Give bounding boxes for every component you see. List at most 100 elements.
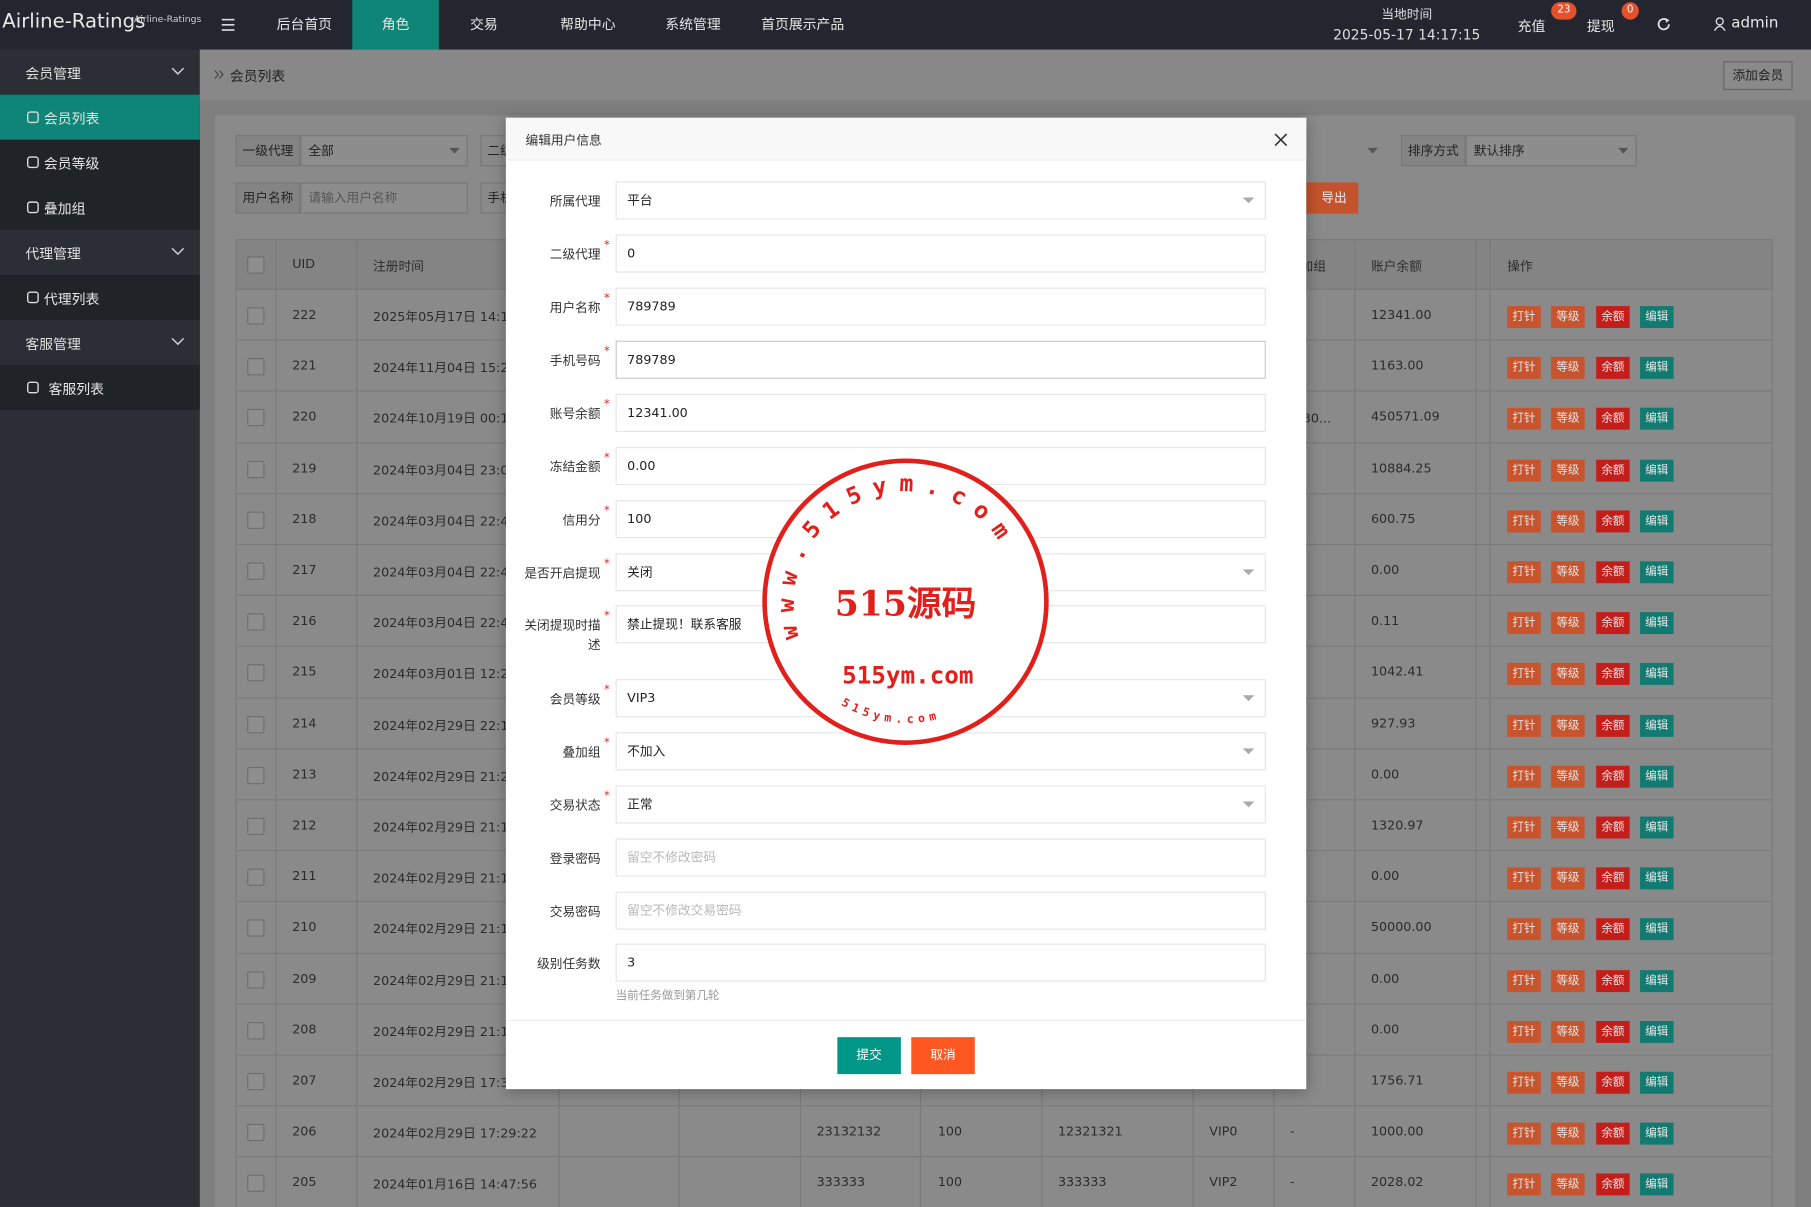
sidebar-item[interactable] bbox=[0, 274, 200, 320]
checkbox[interactable] bbox=[247, 817, 265, 836]
action-button[interactable]: 编辑 bbox=[1640, 459, 1674, 482]
nav-item[interactable]: 后台首页 bbox=[256, 0, 352, 50]
action-button[interactable]: 余额 bbox=[1596, 612, 1630, 635]
checkbox[interactable] bbox=[247, 1021, 265, 1040]
action-button[interactable]: 编辑 bbox=[1640, 867, 1674, 890]
action-button[interactable]: 等级 bbox=[1551, 612, 1585, 635]
field-input[interactable]: 0 bbox=[615, 234, 1266, 273]
checkbox[interactable] bbox=[247, 358, 265, 376]
action-button[interactable]: 余额 bbox=[1596, 765, 1630, 788]
sidebar-item-label[interactable]: 会员列表 bbox=[43, 110, 100, 128]
checkbox[interactable] bbox=[247, 256, 265, 274]
sidebar-group-title[interactable]: 代理管理 bbox=[25, 246, 81, 263]
action-button[interactable]: 余额 bbox=[1596, 867, 1630, 890]
action-button[interactable]: 等级 bbox=[1551, 714, 1585, 737]
filter-control[interactable]: 请输入用户名称 bbox=[300, 182, 468, 214]
sidebar-group[interactable] bbox=[0, 229, 200, 275]
action-button[interactable]: 打针 bbox=[1507, 918, 1541, 941]
action-button[interactable]: 打针 bbox=[1507, 459, 1541, 482]
sidebar-group-title[interactable]: 客服管理 bbox=[25, 336, 81, 353]
sidebar-item-label[interactable]: 会员等级 bbox=[43, 155, 100, 173]
action-button[interactable]: 编辑 bbox=[1640, 969, 1674, 992]
recharge[interactable]: 充值 bbox=[1517, 18, 1546, 35]
action-button[interactable]: 打针 bbox=[1507, 765, 1541, 788]
sidebar-group[interactable] bbox=[0, 319, 200, 365]
action-button[interactable]: 余额 bbox=[1596, 1173, 1630, 1196]
action-button[interactable]: 编辑 bbox=[1640, 1071, 1674, 1094]
action-button[interactable]: 等级 bbox=[1551, 765, 1585, 788]
checkbox[interactable] bbox=[247, 970, 265, 989]
withdraw[interactable]: 提现 bbox=[1586, 18, 1615, 35]
checkbox[interactable] bbox=[247, 766, 265, 784]
action-button[interactable]: 打针 bbox=[1507, 612, 1541, 635]
action-button[interactable]: 编辑 bbox=[1640, 918, 1674, 941]
sidebar-item-label[interactable]: 叠加组 bbox=[43, 200, 86, 218]
sidebar-item[interactable] bbox=[0, 364, 200, 411]
action-button[interactable]: 等级 bbox=[1551, 510, 1585, 533]
action-button[interactable]: 打针 bbox=[1507, 1122, 1541, 1145]
sidebar-group-title[interactable]: 会员管理 bbox=[25, 65, 81, 83]
checkbox[interactable] bbox=[247, 715, 265, 733]
action-button[interactable]: 等级 bbox=[1551, 1071, 1585, 1094]
checkbox[interactable] bbox=[247, 664, 265, 682]
action-button[interactable]: 打针 bbox=[1507, 714, 1541, 737]
action-button[interactable]: 编辑 bbox=[1640, 816, 1674, 839]
nav-item[interactable]: 首页展示产品 bbox=[739, 0, 866, 50]
action-button[interactable]: 编辑 bbox=[1640, 714, 1674, 737]
action-button[interactable]: 编辑 bbox=[1640, 765, 1674, 788]
action-button[interactable]: 编辑 bbox=[1640, 561, 1674, 584]
add-button[interactable]: 添加会员 bbox=[1723, 61, 1793, 91]
field-input[interactable]: 留空不修改密码 bbox=[615, 838, 1266, 877]
field-input[interactable]: 留空不修改交易密码 bbox=[615, 891, 1266, 930]
action-button[interactable]: 打针 bbox=[1507, 1173, 1541, 1196]
field-select[interactable]: 平台 bbox=[615, 181, 1266, 220]
action-button[interactable]: 等级 bbox=[1551, 306, 1585, 329]
action-button[interactable]: 等级 bbox=[1551, 663, 1585, 686]
sidebar-item-label[interactable]: 代理列表 bbox=[43, 291, 100, 308]
action-button[interactable]: 等级 bbox=[1551, 408, 1585, 431]
action-button[interactable]: 等级 bbox=[1551, 561, 1585, 584]
action-button[interactable]: 打针 bbox=[1507, 816, 1541, 839]
action-button[interactable]: 余额 bbox=[1596, 663, 1630, 686]
checkbox[interactable] bbox=[247, 1072, 265, 1091]
field-input[interactable]: 3 bbox=[615, 943, 1266, 982]
sidebar-item[interactable] bbox=[0, 94, 200, 140]
action-button[interactable]: 余额 bbox=[1596, 408, 1630, 431]
action-button[interactable]: 等级 bbox=[1551, 1173, 1585, 1196]
action-button[interactable]: 打针 bbox=[1507, 663, 1541, 686]
checkbox[interactable] bbox=[247, 613, 265, 631]
field-input[interactable]: 12341.00 bbox=[615, 393, 1266, 432]
action-button[interactable]: 余额 bbox=[1596, 714, 1630, 737]
cancel-button[interactable]: 取消 bbox=[911, 1037, 975, 1075]
action-button[interactable]: 余额 bbox=[1596, 561, 1630, 584]
action-button[interactable]: 编辑 bbox=[1640, 1020, 1674, 1043]
action-button[interactable]: 打针 bbox=[1507, 1020, 1541, 1043]
action-button[interactable]: 等级 bbox=[1551, 1020, 1585, 1043]
filter-control[interactable]: 默认排序 bbox=[1465, 135, 1637, 167]
action-button[interactable]: 等级 bbox=[1551, 969, 1585, 992]
action-button[interactable]: 余额 bbox=[1596, 969, 1630, 992]
action-button[interactable]: 余额 bbox=[1596, 306, 1630, 329]
checkbox[interactable] bbox=[247, 307, 265, 325]
nav-item[interactable]: 角色 bbox=[352, 0, 439, 50]
action-button[interactable]: 打针 bbox=[1507, 969, 1541, 992]
sidebar-item[interactable] bbox=[0, 139, 200, 185]
action-button[interactable]: 等级 bbox=[1551, 816, 1585, 839]
action-button[interactable]: 打针 bbox=[1507, 408, 1541, 431]
action-button[interactable]: 等级 bbox=[1551, 459, 1585, 482]
field-input[interactable]: 789789 bbox=[615, 340, 1266, 379]
sidebar-group[interactable] bbox=[0, 49, 200, 95]
action-button[interactable]: 打针 bbox=[1507, 867, 1541, 890]
action-button[interactable]: 余额 bbox=[1596, 1122, 1630, 1145]
sidebar-item-label[interactable]: 客服列表 bbox=[48, 381, 104, 398]
sidebar-item[interactable] bbox=[0, 184, 200, 230]
checkbox[interactable] bbox=[247, 460, 265, 478]
checkbox[interactable] bbox=[247, 1175, 265, 1193]
action-button[interactable]: 编辑 bbox=[1640, 306, 1674, 329]
checkbox[interactable] bbox=[247, 919, 265, 938]
action-button[interactable]: 余额 bbox=[1596, 510, 1630, 533]
action-button[interactable]: 等级 bbox=[1551, 918, 1585, 941]
nav-item[interactable]: 帮助中心 bbox=[529, 0, 647, 50]
action-button[interactable]: 余额 bbox=[1596, 918, 1630, 941]
action-button[interactable]: 编辑 bbox=[1640, 408, 1674, 431]
